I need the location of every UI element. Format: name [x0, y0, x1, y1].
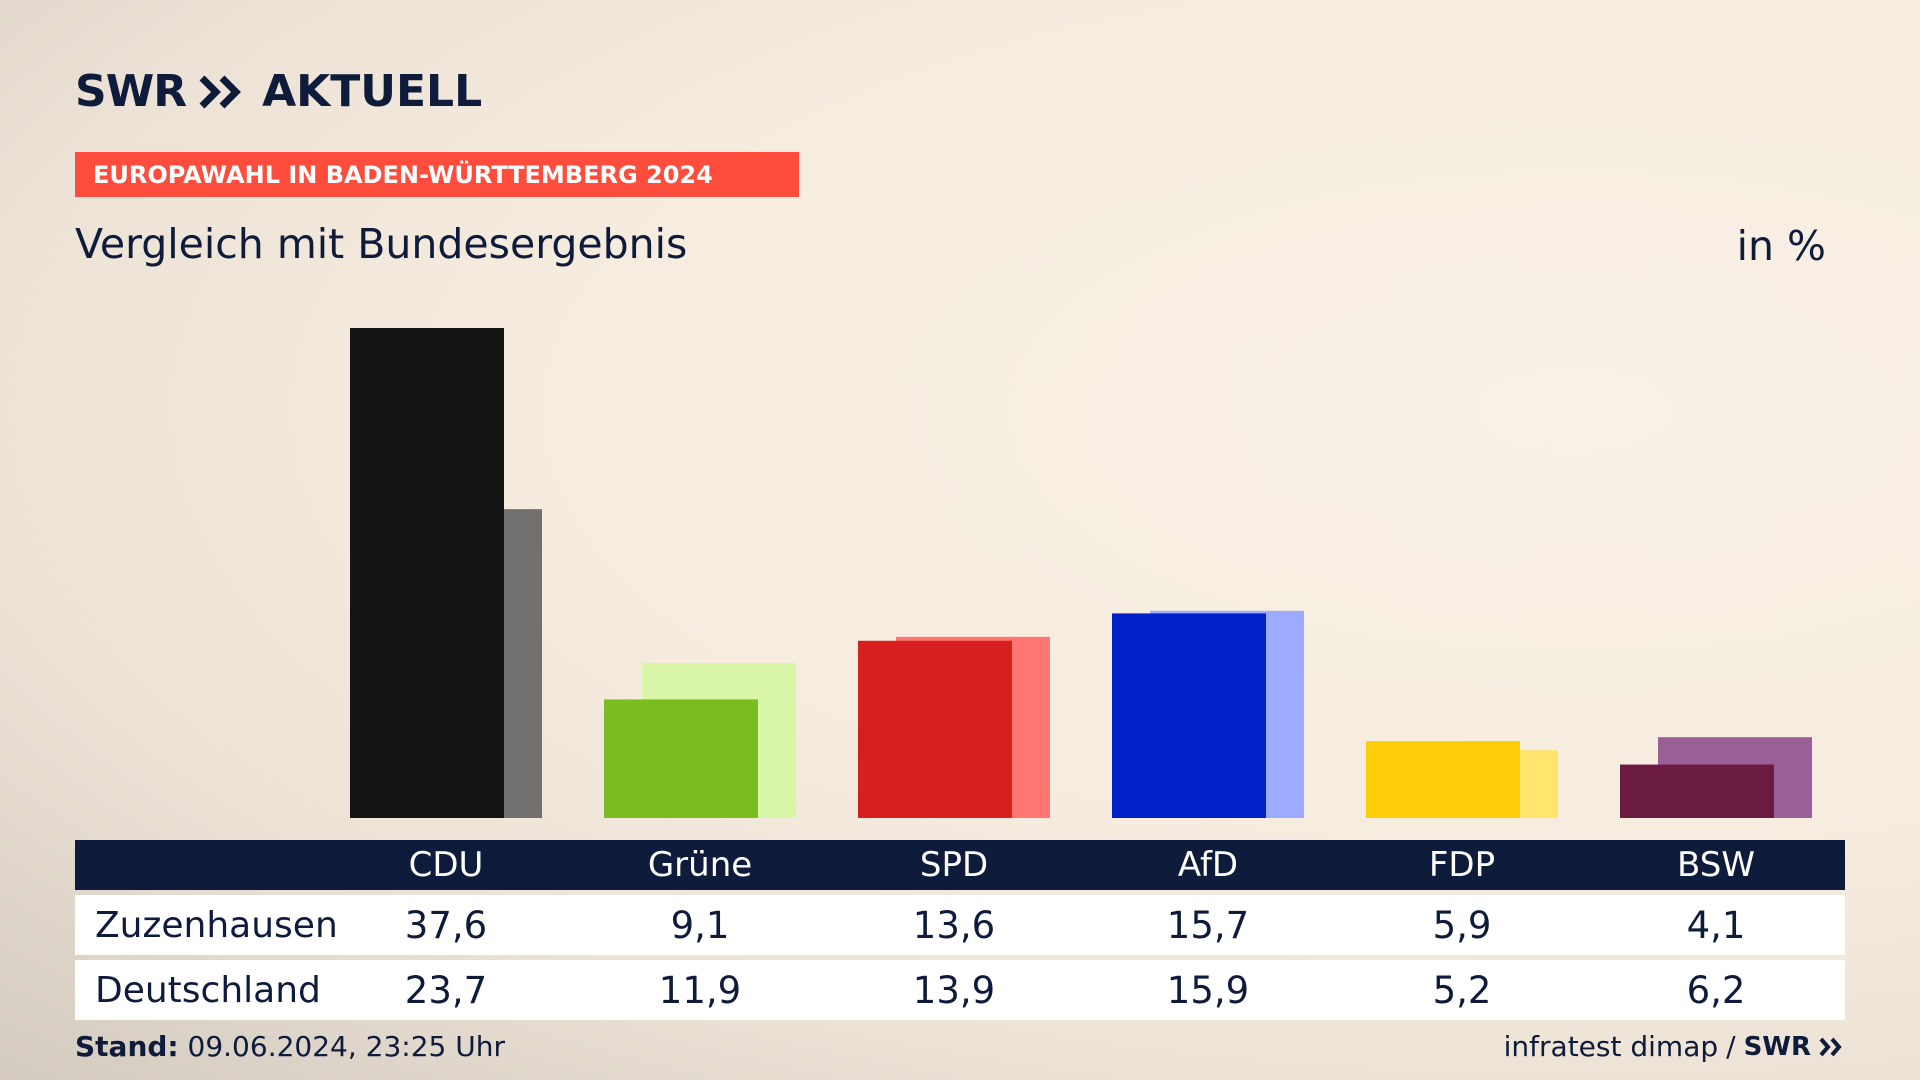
bar-zuzenhausen-bsw — [1620, 764, 1774, 818]
header-fdp: FDP — [1428, 845, 1496, 885]
logo-aktuell-text: AKTUELL — [262, 66, 483, 117]
footer-swr-logo: SWR — [1743, 1031, 1811, 1062]
source-text: infratest dimap — [1503, 1030, 1719, 1063]
bar-zuzenhausen-grüne — [604, 699, 758, 818]
stand-info: Stand: 09.06.2024, 23:25 Uhr — [75, 1030, 505, 1063]
banner-text: EUROPAWAHL IN BADEN-WÜRTTEMBERG 2024 — [93, 160, 713, 189]
source-info: infratest dimap / SWR — [1504, 1030, 1845, 1063]
results-table: CDU Grüne SPD AfD FDP BSW Zuzenhausen 37,6 9,1… — [75, 840, 1845, 1020]
bar-zuzenhausen-cdu — [350, 328, 504, 818]
bar-chart — [350, 328, 1812, 818]
value-zuzenhausen-fdp: 5,9 — [1432, 903, 1492, 947]
row-label-zuzenhausen: Zuzenhausen — [95, 904, 338, 946]
bar-zuzenhausen-afd — [1112, 613, 1266, 818]
logo-swr-text: SWR — [75, 66, 187, 117]
value-deutschland-spd: 13,9 — [912, 968, 996, 1012]
table-row-deutschland: Deutschland 23,7 11,9 13,9 15,9 5,2 6,2 — [75, 960, 1845, 1020]
bar-zuzenhausen-spd — [858, 640, 1012, 818]
value-deutschland-cdu: 23,7 — [404, 968, 488, 1012]
table-header: CDU Grüne SPD AfD FDP BSW — [75, 840, 1845, 890]
header-grüne: Grüne — [647, 845, 753, 885]
bar-zuzenhausen-fdp — [1366, 741, 1520, 818]
election-banner: EUROPAWAHL IN BADEN-WÜRTTEMBERG 2024 — [75, 152, 799, 197]
row-label-deutschland: Deutschland — [95, 969, 321, 1011]
value-zuzenhausen-bsw: 4,1 — [1686, 903, 1746, 947]
value-deutschland-bsw: 6,2 — [1686, 968, 1746, 1012]
value-zuzenhausen-cdu: 37,6 — [404, 903, 488, 947]
value-deutschland-afd: 15,9 — [1166, 968, 1250, 1012]
table-row-zuzenhausen: Zuzenhausen 37,6 9,1 13,6 15,7 5,9 4,1 — [75, 895, 1845, 955]
value-zuzenhausen-afd: 15,7 — [1166, 903, 1250, 947]
header-cdu: CDU — [408, 845, 484, 885]
value-zuzenhausen-grüne: 9,1 — [670, 903, 730, 947]
source-separator: / — [1726, 1030, 1736, 1063]
unit-label: in % — [1736, 222, 1826, 270]
swr-aktuell-logo: SWR AKTUELL — [75, 66, 482, 117]
stand-label: Stand: — [75, 1030, 179, 1063]
header-spd: SPD — [919, 845, 989, 885]
value-deutschland-grüne: 11,9 — [658, 968, 742, 1012]
chart-subtitle: Vergleich mit Bundesergebnis — [75, 220, 688, 268]
logo-arrows-icon — [199, 75, 242, 108]
footer-arrows-icon — [1819, 1037, 1842, 1056]
value-deutschland-fdp: 5,2 — [1432, 968, 1492, 1012]
header-afd: AfD — [1177, 845, 1239, 885]
header-bsw: BSW — [1677, 845, 1755, 885]
stand-value: 09.06.2024, 23:25 Uhr — [187, 1030, 505, 1063]
value-zuzenhausen-spd: 13,6 — [912, 903, 996, 947]
